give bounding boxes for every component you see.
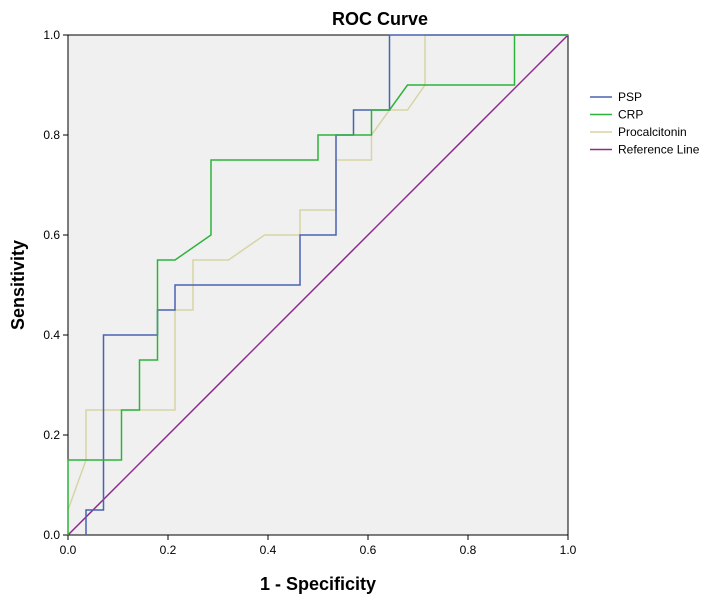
- x-tick-label: 0.2: [160, 543, 177, 557]
- x-tick-label: 0.6: [360, 543, 377, 557]
- x-tick-label: 0.8: [460, 543, 477, 557]
- y-axis-title: Sensitivity: [8, 240, 28, 330]
- y-tick-label: 0.2: [43, 428, 60, 442]
- x-tick-label: 1.0: [560, 543, 577, 557]
- x-tick-label: 0.4: [260, 543, 277, 557]
- series-line-procalcitonin: [67, 34, 568, 511]
- chart-title: ROC Curve: [332, 9, 428, 29]
- legend-label-reference-line: Reference Line: [618, 143, 700, 157]
- y-tick-label: 1.0: [43, 28, 60, 42]
- y-tick-label: 0.6: [43, 228, 60, 242]
- legend-label-crp: CRP: [618, 108, 643, 122]
- y-tick-label: 0.8: [43, 128, 60, 142]
- legend: PSP CRP Procalcitonin Reference Line: [590, 90, 700, 157]
- axis-ticks: 0.0 0.2 0.4 0.6 0.8 1.0 0.0 0.2 0.4 0.6 0.8 1.0: [43, 28, 576, 557]
- series-line-crp: [67, 34, 568, 535]
- y-tick-label: 0.0: [43, 528, 60, 542]
- x-tick-label: 0.0: [60, 543, 77, 557]
- y-tick-label: 0.4: [43, 328, 60, 342]
- x-axis-title: 1 - Specificity: [260, 574, 376, 594]
- series-line-reference-line: [67, 34, 569, 536]
- legend-label-psp: PSP: [618, 90, 642, 104]
- legend-label-procalcitonin: Procalcitonin: [618, 125, 687, 139]
- series-line-psp: [85, 34, 568, 535]
- series-group: [67, 34, 569, 536]
